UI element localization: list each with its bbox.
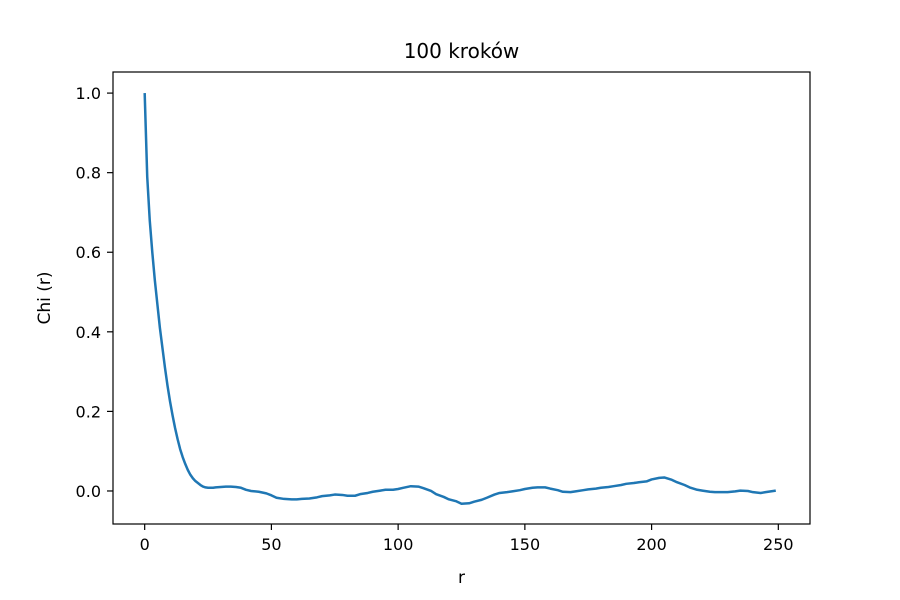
y-tick-label: 0.2 [76, 402, 101, 421]
y-axis-ticks: 0.0 0.2 0.4 0.6 0.8 1.0 [76, 84, 113, 501]
y-tick-label: 0.8 [76, 164, 101, 183]
x-tick-label: 50 [261, 535, 281, 554]
x-axis-ticks: 0 50 100 150 200 250 [140, 524, 794, 554]
x-tick-label: 250 [763, 535, 794, 554]
x-tick-label: 200 [636, 535, 667, 554]
x-tick-label: 100 [383, 535, 414, 554]
series-line [143, 93, 776, 505]
y-tick-label: 0.4 [76, 323, 101, 342]
x-tick-label: 0 [140, 535, 150, 554]
y-tick-label: 1.0 [76, 84, 101, 103]
plot-background [113, 72, 810, 524]
x-axis-label: r [458, 568, 465, 588]
chart-title: 100 kroków [404, 39, 520, 63]
x-tick-label: 150 [510, 535, 541, 554]
plot-frame [112, 71, 811, 525]
y-tick-label: 0.6 [76, 243, 101, 262]
y-tick-label: 0.0 [76, 482, 101, 501]
y-axis-label: Chi (r) [35, 271, 55, 324]
